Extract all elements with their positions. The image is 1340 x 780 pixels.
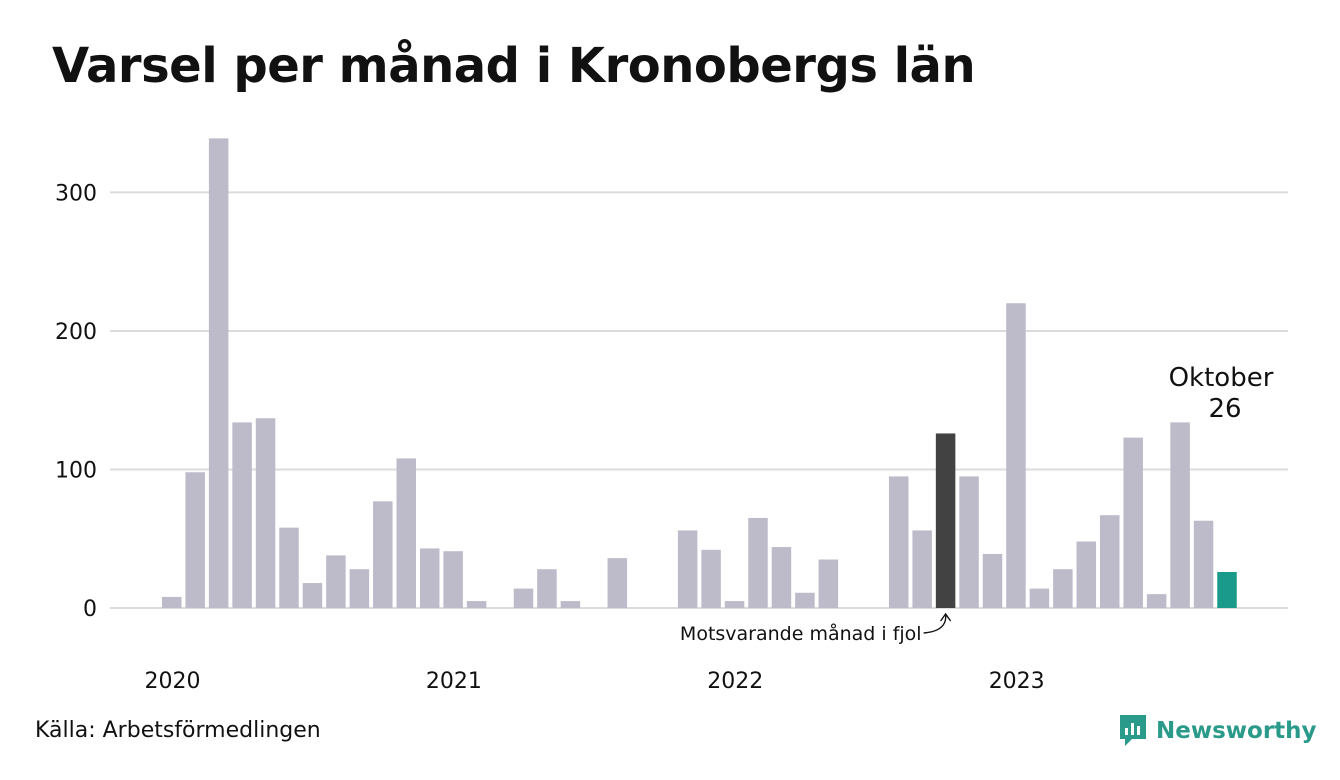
bar-2020-09: [349, 569, 370, 608]
bar-2022-09: [912, 530, 932, 608]
bar-2023-09: [1193, 520, 1214, 608]
y-tick-label: 100: [55, 458, 97, 483]
bar-2023-07: [1146, 594, 1167, 608]
bar-2020-11: [396, 458, 416, 608]
bar-2022-11: [959, 476, 979, 608]
x-tick-label-2020: 2020: [145, 669, 201, 694]
bar-2022-02: [748, 517, 768, 608]
comparison-arrow: [923, 613, 947, 634]
bar-2023-02: [1029, 588, 1050, 608]
y-tick-label: 200: [55, 320, 97, 345]
bar-2023-06: [1123, 437, 1143, 608]
bar-2022-05: [818, 559, 839, 608]
x-tick-label-2021: 2021: [426, 669, 482, 694]
y-tick-label: 300: [55, 181, 97, 206]
x-axis-year-labels: 2020 2021 2022 2023: [145, 669, 1045, 694]
bar-2020-05: [255, 418, 276, 608]
bar-2023-01: [1006, 303, 1026, 608]
bar-2021-08: [607, 558, 628, 608]
comparison-label: Motsvarande månad i fjol: [680, 622, 922, 645]
bar-2020-07: [302, 583, 323, 608]
bar-2021-04: [513, 588, 534, 608]
y-axis-ticks: 0 100 200 300: [55, 181, 97, 622]
brand-logo: Newsworthy: [1118, 713, 1317, 749]
bar-2020-08: [326, 555, 346, 608]
newsworthy-logo-icon: [1120, 715, 1146, 746]
bar-2021-01: [443, 551, 463, 608]
bar-2020-10: [373, 501, 393, 608]
bar-2021-02: [466, 601, 487, 608]
x-tick-label-2023: 2023: [989, 669, 1045, 694]
bar-2021-05: [537, 569, 557, 608]
bar-2020-04: [232, 422, 252, 608]
bar-2020-06: [279, 527, 299, 608]
bar-2021-06: [560, 601, 581, 608]
bar-2022-01: [724, 601, 745, 608]
current-value-label: 26: [1208, 394, 1241, 424]
bar-2023-10: [1217, 571, 1237, 608]
bars: [162, 138, 1237, 608]
bar-2022-10: [935, 433, 956, 608]
bar-2023-04: [1076, 541, 1097, 608]
bar-2020-12: [419, 548, 440, 608]
y-tick-label: 0: [83, 597, 97, 622]
current-month-label: Oktober: [1169, 363, 1274, 393]
bar-2020-02: [185, 472, 205, 608]
bar-2022-04: [795, 592, 815, 608]
bar-2020-03: [208, 138, 229, 608]
bar-2020-01: [162, 596, 182, 608]
bar-2021-11: [677, 530, 698, 608]
source-note: Källa: Arbetsförmedlingen: [35, 718, 321, 743]
bar-2021-12: [701, 549, 721, 608]
bar-2022-03: [771, 547, 792, 608]
x-tick-label-2022: 2022: [707, 669, 763, 694]
bar-2022-08: [888, 476, 909, 608]
brand-name: Newsworthy: [1156, 718, 1317, 744]
bar-2023-08: [1170, 422, 1190, 608]
chart-title: Varsel per månad i Kronobergs län: [52, 38, 976, 94]
annotations: Motsvarande månad i fjol Oktober 26: [680, 363, 1274, 645]
bar-2023-03: [1053, 569, 1073, 608]
bar-2022-12: [982, 553, 1003, 608]
comparison-arrowhead: [940, 612, 952, 622]
bar-2023-05: [1100, 515, 1120, 608]
